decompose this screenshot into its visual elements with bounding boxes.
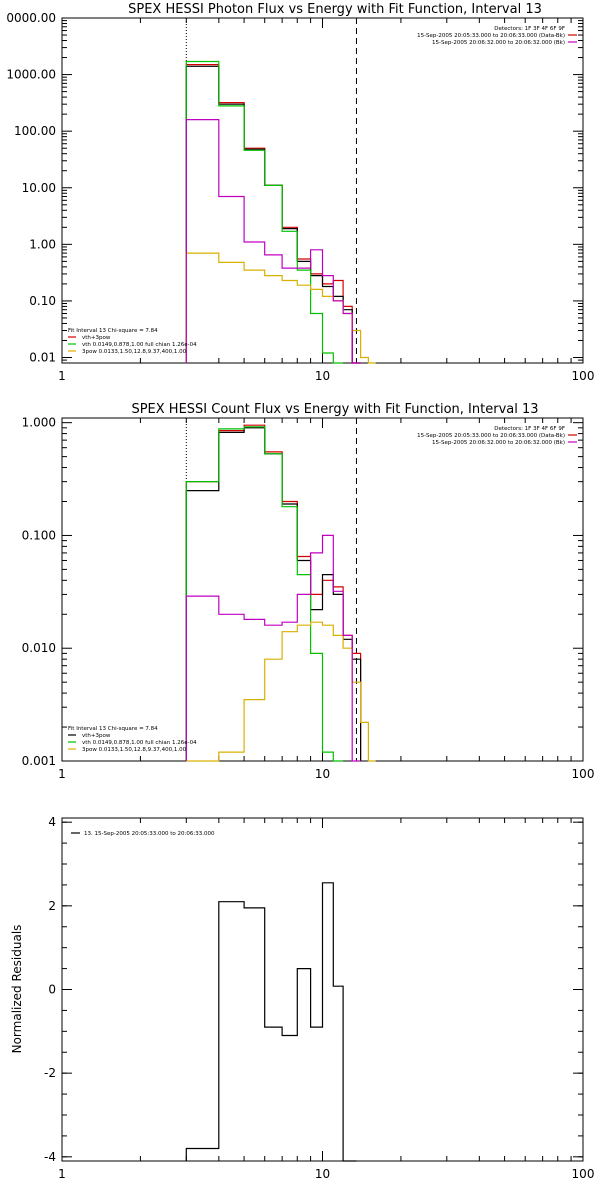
y-tick-label: 100.00 [14, 124, 56, 138]
y-tick-label: -4 [44, 1150, 56, 1164]
count-flux-marker-lines [185, 418, 357, 761]
legend-entry: 15-Sep-2005 20:06:32.000 to 20:06:32.000… [432, 440, 565, 446]
count-flux-title: SPEX HESSI Count Flux vs Energy with Fit… [131, 402, 538, 417]
series-line-vth-3pow [185, 427, 362, 761]
y-tick-label: 0 [48, 983, 56, 997]
series-line-bk [185, 119, 361, 364]
legend-entry: vth+3pow [82, 335, 111, 341]
legend-entry: 15-Sep-2005 20:06:32.000 to 20:06:32.000… [432, 40, 565, 46]
y-tick-label: -2 [44, 1066, 56, 1080]
y-tick-label: 0.010 [22, 641, 56, 655]
x-tick-label: 100 [572, 369, 595, 383]
legend-entry: 3pow 0.0133,1.50,12.8,9.37,400,1.00 [82, 349, 187, 355]
x-tick-label: 10 [315, 369, 330, 383]
y-tick-label: 1000.00 [6, 68, 56, 82]
legend-entry: 13. 15-Sep-2005 20:05:33.000 to 20:06:33… [84, 831, 215, 837]
residuals-ticks: 1 10 100 4 2 0 -2 -4 [44, 815, 594, 1181]
photon-flux-plot-frame [61, 17, 584, 364]
series-line-3pow [185, 252, 376, 364]
x-tick-label: 1 [58, 369, 66, 383]
x-tick-label: 1 [58, 1167, 66, 1181]
legend-entry: 15-Sep-2005 20:05:33.000 to 20:06:33.000… [417, 33, 565, 39]
legend-entry: Detectors: 1F 3F 4F 6F 9F [494, 426, 565, 432]
photon-flux-title: SPEX HESSI Photon Flux vs Energy with Fi… [128, 2, 542, 17]
x-tick-label: 10 [315, 1167, 330, 1181]
y-tick-label: 1.000 [22, 416, 56, 430]
photon-flux-panel: SPEX HESSI Photon Flux vs Energy with Fi… [6, 2, 594, 383]
x-tick-label: 10 [315, 767, 330, 781]
x-tick-label: 100 [572, 767, 595, 781]
y-tick-label: 4 [48, 815, 56, 829]
series-line-0 [185, 882, 357, 1162]
series-line-data-bk [185, 424, 362, 761]
photon-flux-ticks: 1 10 100 0000.00 1000.00 100.00 10.00 1.00 0.10 0… [6, 11, 594, 383]
y-tick-label: 0.10 [29, 294, 56, 308]
count-flux-panel: SPEX HESSI Count Flux vs Energy with Fit… [22, 402, 595, 781]
series-line-data-bk [185, 63, 361, 364]
residuals-legend: 13. 15-Sep-2005 20:05:33.000 to 20:06:33… [71, 831, 215, 837]
x-tick-label: 100 [572, 1167, 595, 1181]
y-tick-label: 0000.00 [6, 11, 56, 25]
count-flux-ticks: 1 10 100 1.000 0.100 0.010 0.001 [22, 416, 595, 781]
y-tick-label: 0.001 [22, 754, 56, 768]
series-line-vth [185, 60, 344, 364]
series-line-bk [185, 534, 361, 762]
legend-entry: vth 0.0149,0.878,1.00 full chian 1.26e-0… [82, 342, 197, 348]
legend-entry: vth 0.0149,0.878,1.00 full chian 1.26e-0… [82, 740, 197, 746]
series-line-3pow [186, 621, 376, 762]
residuals-y-axis-label: Normalized Residuals [10, 925, 24, 1054]
series-line-vth-3pow [185, 65, 361, 364]
legend-entry: 3pow 0.0133,1.50,12.8,9.37,400,1.00 [82, 747, 187, 753]
residuals-series [185, 882, 357, 1162]
x-tick-label: 1 [58, 767, 66, 781]
photon-flux-series [185, 60, 376, 364]
legend-entry: 15-Sep-2005 20:05:33.000 to 20:06:33.000… [417, 433, 565, 439]
residuals-panel: Normalized Residuals 1 10 100 4 2 0 -2 -4 13. 1… [10, 815, 594, 1181]
y-tick-label: 0.01 [29, 351, 56, 365]
y-tick-label: 10.00 [22, 181, 56, 195]
legend-entry: Detectors: 1F 3F 4F 6F 9F [494, 26, 565, 32]
legend-entry: Fit Interval 13 Chi-square = 7.84 [68, 726, 158, 732]
count-flux-series [185, 424, 376, 762]
legend-entry: Fit Interval 13 Chi-square = 7.84 [68, 328, 158, 334]
series-line-vth [185, 426, 344, 762]
y-tick-label: 2 [48, 899, 56, 913]
photon-flux-marker-lines [185, 18, 357, 363]
legend-entry: vth+3pow [82, 733, 111, 739]
y-tick-label: 1.00 [29, 237, 56, 251]
y-tick-label: 0.100 [22, 528, 56, 542]
